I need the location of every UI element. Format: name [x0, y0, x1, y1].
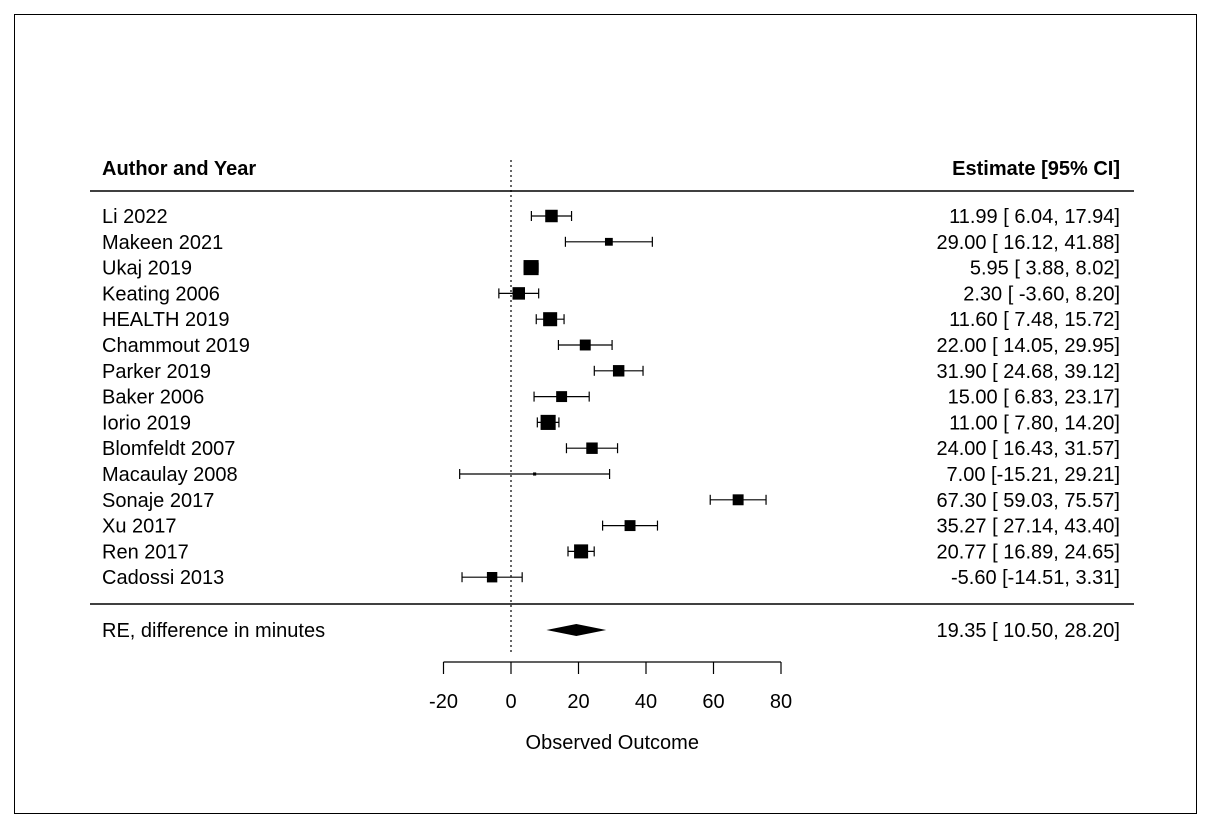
summary-estimate-text: 19.35 [ 10.50, 28.20]: [937, 620, 1121, 642]
study-row: Makeen 2021 29.00 [ 16.12, 41.88]: [102, 232, 1120, 254]
study-estimate-text: 11.99 [ 6.04, 17.94]: [949, 206, 1120, 228]
point-estimate-square: [574, 544, 589, 559]
chart-frame: [14, 14, 1197, 814]
study-estimate-text: 31.90 [ 24.68, 39.12]: [937, 361, 1121, 383]
point-estimate-square: [512, 287, 526, 300]
study-estimate-text: 2.30 [ -3.60, 8.20]: [963, 283, 1120, 305]
study-estimate-text: 15.00 [ 6.83, 23.17]: [948, 387, 1120, 409]
x-tick-label: 60: [702, 691, 724, 713]
point-estimate-square: [732, 494, 744, 506]
point-estimate-square: [624, 520, 636, 532]
study-label: Makeen 2021: [102, 232, 223, 254]
point-estimate-square: [533, 472, 537, 476]
study-label: Macaulay 2008: [102, 464, 238, 486]
study-row: Baker 2006 15.00 [ 6.83, 23.17]: [102, 387, 1120, 409]
study-estimate-text: 11.00 [ 7.80, 14.20]: [949, 412, 1120, 434]
x-tick-label: 80: [770, 691, 792, 713]
summary-label: RE, difference in minutes: [102, 620, 325, 642]
study-label: Keating 2006: [102, 283, 220, 305]
study-row: Cadossi 2013 -5.60 [-14.51, 3.31]: [102, 567, 1120, 589]
study-row: Sonaje 2017 67.30 [ 59.03, 75.57]: [102, 490, 1120, 512]
author-year-header: Author and Year: [102, 158, 256, 180]
study-row: Blomfeldt 2007 24.00 [ 16.43, 31.57]: [102, 438, 1120, 460]
point-estimate-square: [523, 260, 539, 276]
study-row: Ren 2017 20.77 [ 16.89, 24.65]: [102, 541, 1120, 563]
study-label: HEALTH 2019: [102, 309, 229, 331]
study-estimate-text: -5.60 [-14.51, 3.31]: [951, 567, 1120, 589]
study-label: Cadossi 2013: [102, 567, 224, 589]
study-row: Keating 2006 2.30 [ -3.60, 8.20]: [102, 283, 1120, 305]
study-row: Li 2022 11.99 [ 6.04, 17.94]: [102, 206, 1120, 228]
summary-diamond: [546, 624, 607, 636]
study-row: Ukaj 2019 5.95 [ 3.88, 8.02]: [102, 258, 1120, 280]
point-estimate-square: [486, 572, 498, 583]
x-axis-title: Observed Outcome: [526, 732, 699, 754]
point-estimate-square: [604, 237, 613, 246]
study-row: HEALTH 2019 11.60 [ 7.48, 15.72]: [102, 309, 1120, 331]
study-estimate-text: 29.00 [ 16.12, 41.88]: [937, 232, 1121, 254]
point-estimate-square: [540, 414, 556, 430]
point-estimate-square: [579, 339, 591, 351]
x-axis: -20 0 20 40 60 80 Observed Outcome: [429, 661, 792, 754]
study-row: Chammout 2019 22.00 [ 14.05, 29.95]: [102, 335, 1120, 357]
study-label: Parker 2019: [102, 361, 211, 383]
study-row: Parker 2019 31.90 [ 24.68, 39.12]: [102, 361, 1120, 383]
study-estimate-text: 24.00 [ 16.43, 31.57]: [937, 438, 1121, 460]
point-estimate-square: [586, 442, 598, 454]
study-row: Iorio 2019 11.00 [ 7.80, 14.20]: [102, 412, 1120, 434]
x-tick-label: 40: [635, 691, 657, 713]
study-estimate-text: 67.30 [ 59.03, 75.57]: [937, 490, 1121, 512]
x-tick-label: 20: [567, 691, 589, 713]
study-row: Macaulay 2008 7.00 [-15.21, 29.21]: [102, 464, 1120, 486]
study-estimate-text: 11.60 [ 7.48, 15.72]: [949, 309, 1120, 331]
point-estimate-square: [612, 365, 625, 377]
study-rows: Li 2022 11.99 [ 6.04, 17.94] Makeen 2021 29…: [102, 160, 1120, 655]
study-label: Chammout 2019: [102, 335, 250, 357]
study-label: Iorio 2019: [102, 412, 191, 434]
point-estimate-square: [545, 209, 558, 223]
summary-row: RE, difference in minutes 19.35 [ 10.50, …: [102, 620, 1120, 642]
study-estimate-text: 7.00 [-15.21, 29.21]: [947, 464, 1120, 486]
point-estimate-square: [556, 391, 568, 403]
study-label: Blomfeldt 2007: [102, 438, 235, 460]
study-label: Ren 2017: [102, 541, 189, 563]
study-label: Li 2022: [102, 206, 168, 228]
study-estimate-text: 5.95 [ 3.88, 8.02]: [970, 258, 1120, 280]
study-estimate-text: 35.27 [ 27.14, 43.40]: [937, 516, 1121, 538]
estimate-ci-header: Estimate [95% CI]: [952, 158, 1120, 180]
study-label: Sonaje 2017: [102, 490, 214, 512]
point-estimate-square: [543, 312, 558, 327]
x-tick-label: -20: [429, 691, 458, 713]
study-label: Ukaj 2019: [102, 258, 192, 280]
study-estimate-text: 22.00 [ 14.05, 29.95]: [937, 335, 1121, 357]
study-label: Baker 2006: [102, 387, 204, 409]
x-tick-label: 0: [505, 691, 516, 713]
study-row: Xu 2017 35.27 [ 27.14, 43.40]: [102, 516, 1120, 538]
study-label: Xu 2017: [102, 516, 177, 538]
study-estimate-text: 20.77 [ 16.89, 24.65]: [937, 541, 1121, 563]
